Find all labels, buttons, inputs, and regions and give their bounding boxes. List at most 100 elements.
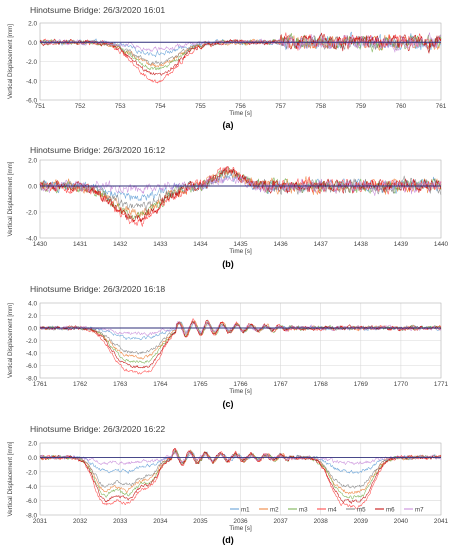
x-tick-label: 753 (115, 103, 126, 110)
x-tick-label: 1762 (73, 381, 88, 388)
series-line-m5 (39, 449, 442, 489)
series-line-m1 (39, 450, 442, 474)
x-tick-label: 761 (436, 103, 447, 110)
x-tick-label: 754 (155, 103, 166, 110)
x-tick-label: 1433 (153, 241, 168, 248)
y-tick-label: 0.0 (28, 455, 37, 462)
y-tick-label: 2.0 (28, 441, 37, 448)
x-tick-label: 1434 (193, 241, 208, 248)
x-tick-label: 1439 (394, 241, 409, 248)
x-tick-label: 2041 (434, 518, 449, 525)
y-tick-label: -2.0 (26, 338, 37, 345)
x-tick-label: 758 (315, 103, 326, 110)
x-axis-label: Time [s] (229, 110, 252, 117)
x-tick-label: 2037 (273, 518, 288, 525)
x-tick-label: 2035 (193, 518, 208, 525)
x-tick-label: 759 (355, 103, 366, 110)
x-tick-label: 2039 (354, 518, 369, 525)
chart-title: Hinotsume Bridge: 26/3/2020 16:01 (30, 5, 165, 15)
x-tick-label: 2033 (113, 518, 128, 525)
y-tick-label: 0.0 (28, 40, 37, 47)
series-line-m6 (40, 319, 442, 369)
x-tick-label: 1763 (113, 381, 128, 388)
x-tick-label: 1438 (354, 241, 369, 248)
x-tick-label: 1432 (113, 241, 128, 248)
x-tick-label: 756 (235, 103, 246, 110)
x-tick-label: 751 (35, 103, 46, 110)
x-tick-label: 1761 (33, 381, 48, 388)
y-tick-label: 0.0 (28, 326, 37, 333)
legend-label-m7: m7 (415, 506, 424, 513)
series-line-m6 (39, 166, 442, 222)
plot-frame (39, 159, 442, 239)
x-tick-label: 1430 (33, 241, 48, 248)
y-tick-label: -4.0 (26, 351, 37, 358)
legend-label-m6: m6 (386, 506, 395, 513)
series-line-m7 (39, 321, 442, 336)
chart-title: Hinotsume Bridge: 26/3/2020 16:18 (30, 284, 165, 294)
plot-frame (39, 22, 442, 101)
y-tick-label: -4.0 (26, 236, 37, 243)
x-tick-label: 1435 (233, 241, 248, 248)
series-line-m7 (39, 175, 442, 196)
y-tick-label: 2.0 (28, 313, 37, 320)
x-tick-label: 2040 (394, 518, 409, 525)
y-tick-label: -4.0 (26, 78, 37, 85)
y-tick-label: -8.0 (26, 376, 37, 383)
x-tick-label: 1765 (193, 381, 208, 388)
panel-caption: (c) (223, 399, 234, 409)
chart-panel-3: Hinotsume Bridge: 26/3/2020 16:22 2.0 0.0 -… (7, 424, 449, 545)
x-tick-label: 2032 (73, 518, 88, 525)
x-axis-label: Time [s] (229, 525, 252, 532)
y-tick-label: -6.0 (26, 98, 37, 105)
x-tick-label: 760 (396, 103, 407, 110)
x-tick-label: 757 (275, 103, 286, 110)
x-tick-label: 2038 (314, 518, 329, 525)
chart-panel-2: Hinotsume Bridge: 26/3/2020 16:18 4.0 2.0 0… (7, 284, 449, 409)
x-tick-label: 1764 (153, 381, 168, 388)
x-axis-label: Time [s] (229, 388, 252, 395)
y-axis-label: Vertical Displacement [mm] (7, 161, 14, 236)
panel-caption: (a) (223, 120, 234, 130)
legend-label-m3: m3 (299, 506, 308, 513)
series-line-m7 (39, 32, 442, 53)
x-tick-label: 1436 (273, 241, 288, 248)
x-tick-label: 752 (75, 103, 86, 110)
panel-caption: (d) (222, 535, 234, 545)
legend-label-m1: m1 (241, 506, 250, 513)
y-tick-label: 4.0 (28, 301, 37, 308)
y-tick-label: 0.0 (28, 184, 37, 191)
x-tick-label: 1767 (273, 381, 288, 388)
legend-label-m5: m5 (357, 506, 366, 513)
chart-title: Hinotsume Bridge: 26/3/2020 16:22 (30, 424, 165, 434)
plot-frame (39, 302, 442, 379)
x-axis-label: Time [s] (229, 248, 252, 255)
x-tick-label: 1768 (314, 381, 329, 388)
y-tick-label: -4.0 (26, 484, 37, 491)
legend-label-m4: m4 (328, 506, 337, 513)
chart-title: Hinotsume Bridge: 26/3/2020 16:12 (30, 145, 165, 155)
x-tick-label: 1771 (434, 381, 449, 388)
x-tick-label: 1769 (354, 381, 369, 388)
y-tick-label: -8.0 (26, 513, 37, 520)
y-tick-label: -6.0 (26, 363, 37, 370)
y-tick-label: -2.0 (26, 469, 37, 476)
panel-caption: (b) (222, 259, 234, 269)
series-line-m6 (39, 448, 442, 504)
y-tick-label: -2.0 (26, 59, 37, 66)
chart-panel-1: Hinotsume Bridge: 26/3/2020 16:12 2.0 0.0 -… (7, 145, 449, 269)
y-axis-label: Vertical Displacement [mm] (7, 441, 14, 516)
y-axis-label: Vertical Displacement [mm] (7, 24, 14, 99)
x-tick-label: 2034 (153, 518, 168, 525)
y-tick-label: -6.0 (26, 498, 37, 505)
x-tick-label: 755 (195, 103, 206, 110)
y-tick-label: -2.0 (26, 210, 37, 217)
y-tick-label: 2.0 (28, 21, 37, 28)
plot-frame (39, 442, 442, 516)
x-tick-label: 2031 (33, 518, 48, 525)
y-axis-label: Vertical Displacement [mm] (7, 303, 14, 378)
chart-panel-0: Hinotsume Bridge: 26/3/2020 16:01 2.0 0.0 -… (7, 5, 447, 130)
x-tick-label: 1440 (434, 241, 449, 248)
